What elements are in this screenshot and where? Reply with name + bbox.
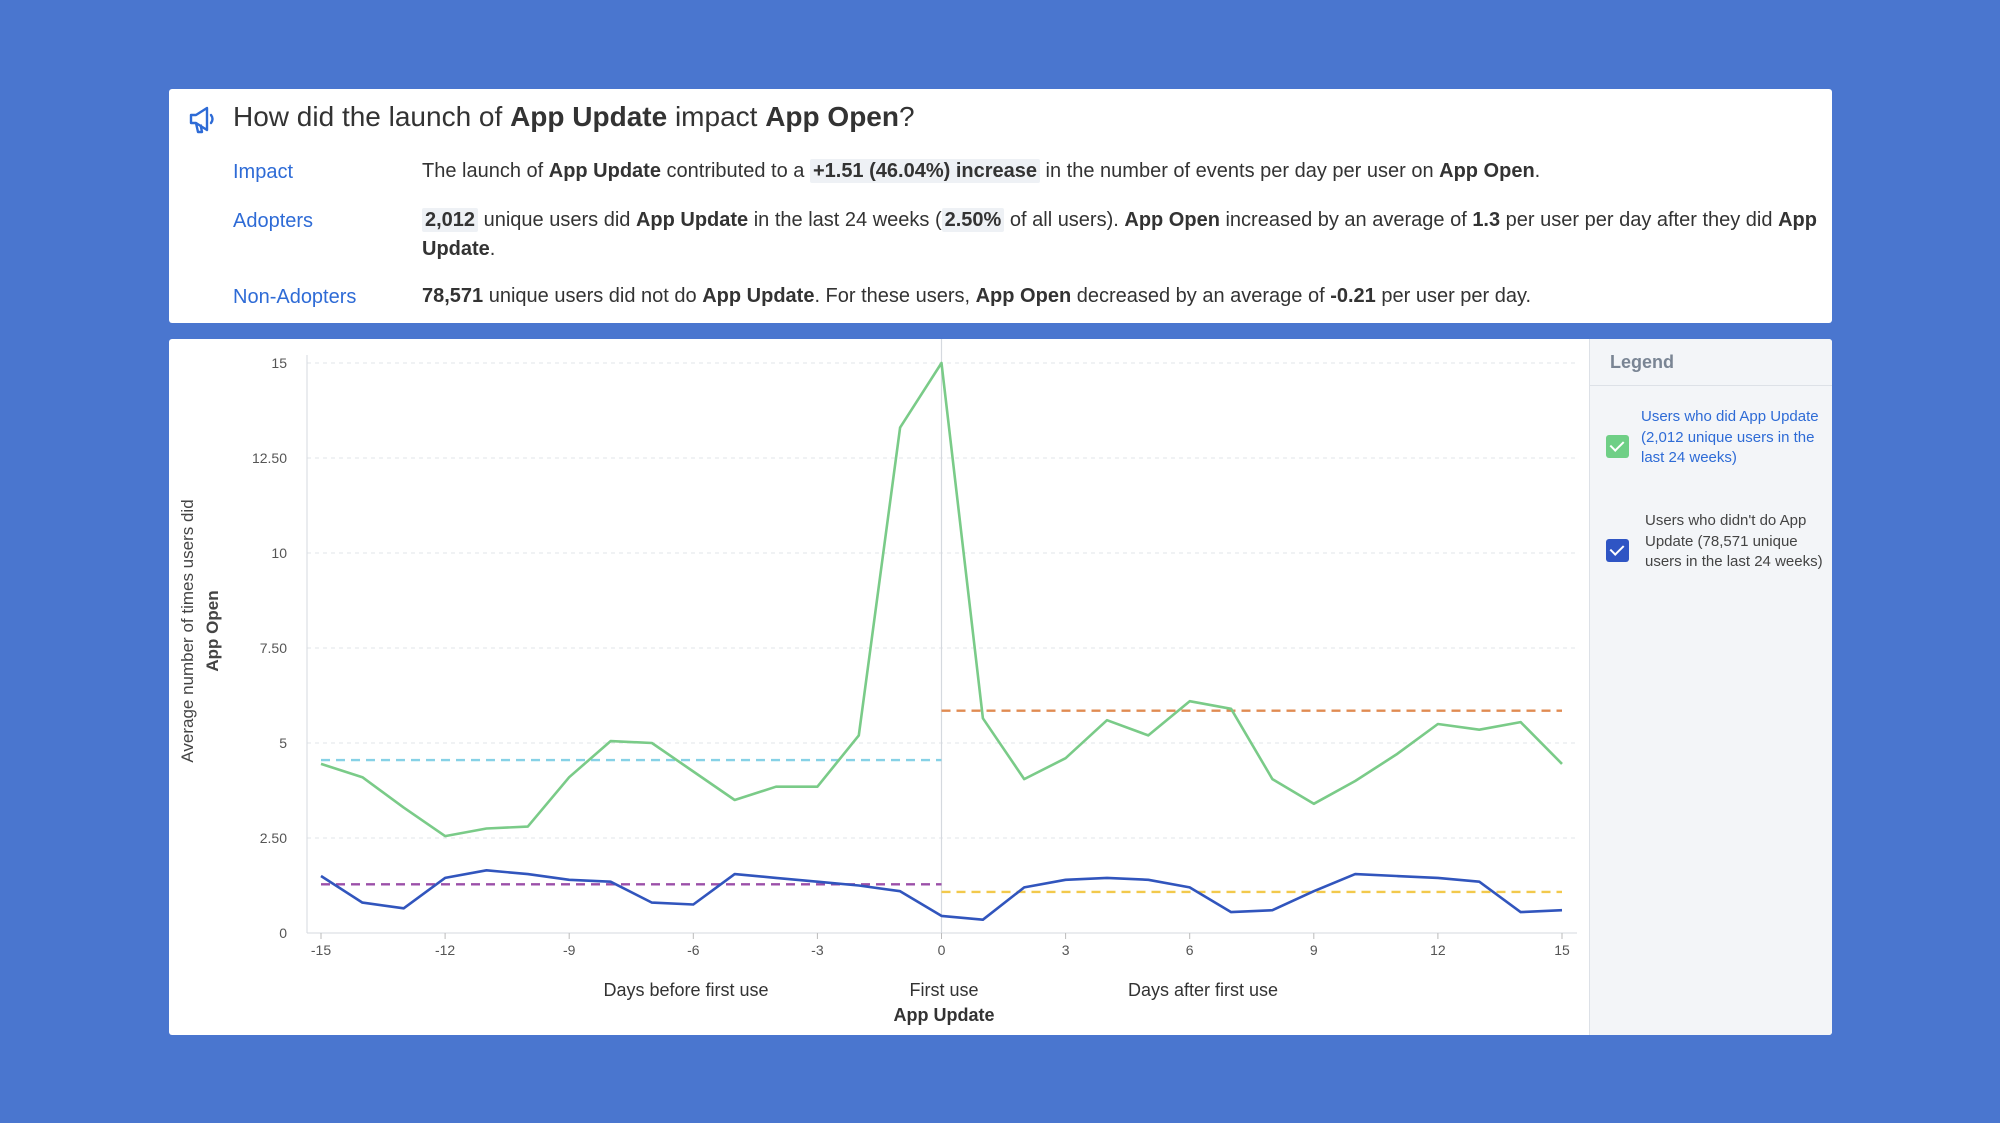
x-tick-label: -12: [435, 942, 455, 958]
x-tick-label: -3: [811, 942, 824, 958]
legend-item-non-adopters[interactable]: Users who didn't do App Update (78,571 u…: [1606, 511, 1826, 573]
x-axis-label-before: Days before first use: [603, 980, 768, 1000]
chart-card: 0 2.50 5 7.50 10 12.50 15 -15 -12 -9 -6 -3 0 3 6 9 12 15…: [169, 339, 1832, 1035]
legend-panel: Legend Users who did App Update (2,012 u…: [1589, 339, 1832, 1035]
y-tick-label: 10: [271, 545, 287, 561]
megaphone-icon: [189, 106, 214, 134]
non-adopters-description: 78,571 unique users did not do App Updat…: [422, 285, 1532, 307]
grid-lines: [306, 339, 1577, 939]
y-axis-label-line2: App Open: [203, 590, 222, 671]
y-tick-label: 7.50: [260, 640, 287, 656]
legend-label-non-adopters: Users who didn't do App Update (78,571 u…: [1645, 512, 1823, 570]
series-line-1[interactable]: [320, 868, 1563, 922]
y-tick-labels: 0 2.50 5 7.50 10 12.50 15: [252, 355, 287, 941]
x-tick-label: 15: [1554, 942, 1570, 958]
non-adopters-link[interactable]: Non-Adopters: [233, 286, 357, 308]
impact-description: The launch of App Update contributed to …: [422, 159, 1541, 183]
y-tick-label: 15: [271, 355, 287, 371]
checkbox-checked-icon[interactable]: [1606, 539, 1629, 562]
x-tick-label: -15: [311, 942, 331, 958]
y-tick-label: 0: [279, 925, 287, 941]
x-tick-label: -6: [687, 942, 700, 958]
checkbox-checked-icon[interactable]: [1606, 435, 1629, 458]
adopters-link[interactable]: Adopters: [233, 210, 314, 232]
page-title: How did the launch of App Update impact …: [233, 101, 915, 132]
legend-header: Legend: [1590, 339, 1832, 386]
adopters-description: 2,012 unique users did App Update in the…: [422, 208, 1817, 260]
x-tick-label: 9: [1310, 942, 1318, 958]
series-lines: [320, 361, 1563, 922]
x-tick-label: 3: [1062, 942, 1070, 958]
y-tick-label: 2.50: [260, 830, 287, 846]
y-axis-label-line1: Average number of times users did: [178, 499, 197, 762]
impact-link[interactable]: Impact: [233, 161, 294, 183]
impact-summary-card: How did the launch of App Update impact …: [169, 89, 1832, 323]
x-tick-label: -9: [563, 942, 576, 958]
series-line-0[interactable]: [320, 361, 1563, 838]
x-axis-label-event: App Update: [894, 1005, 995, 1025]
x-tick-label: 0: [938, 942, 946, 958]
y-tick-label: 12.50: [252, 450, 287, 466]
x-tick-label: 6: [1186, 942, 1194, 958]
legend-item-adopters[interactable]: Users who did App Update (2,012 unique u…: [1606, 407, 1826, 469]
legend-label-adopters: Users who did App Update (2,012 unique u…: [1641, 408, 1819, 466]
x-axis-label-first-use: First use: [909, 980, 978, 1000]
x-tick-label: 12: [1430, 942, 1446, 958]
line-chart: 0 2.50 5 7.50 10 12.50 15 -15 -12 -9 -6 -3 0 3 6 9 12 15…: [178, 339, 1577, 1025]
x-axis-label-after: Days after first use: [1128, 980, 1278, 1000]
y-tick-label: 5: [279, 735, 287, 751]
x-tick-labels: -15 -12 -9 -6 -3 0 3 6 9 12 15: [311, 942, 1570, 958]
